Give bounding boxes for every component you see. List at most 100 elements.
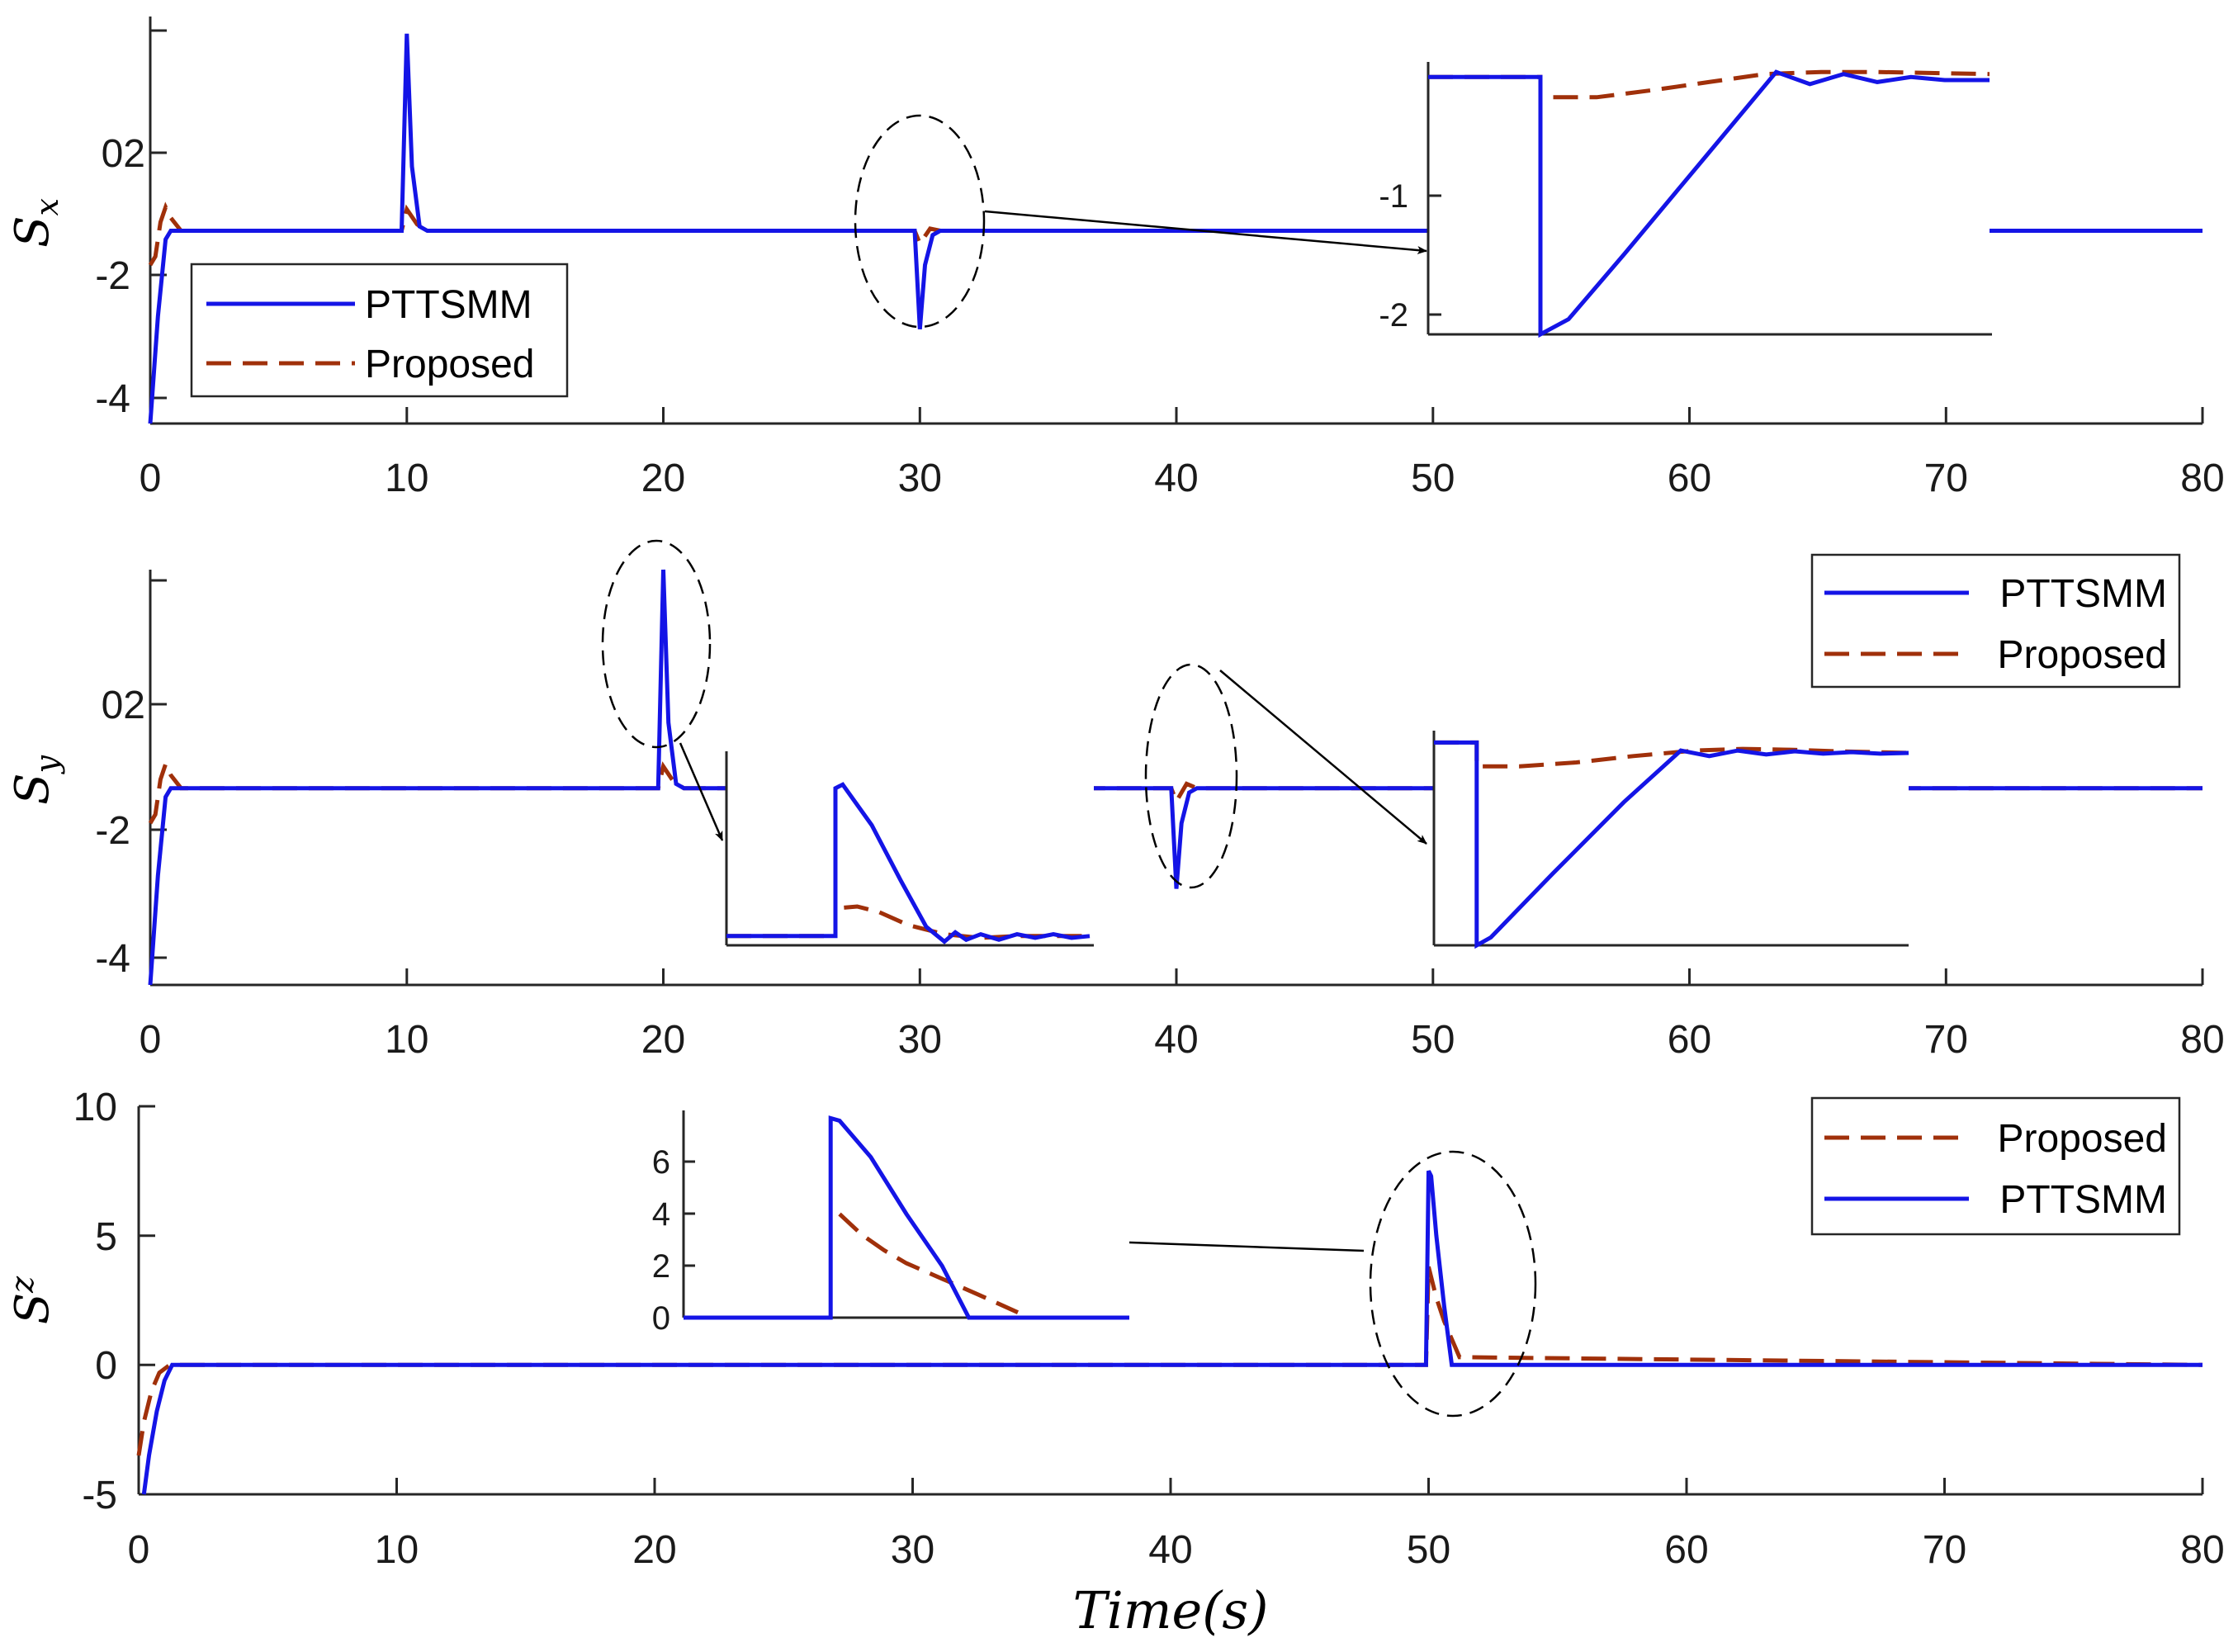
svg-text:0: 0 [128,1528,150,1572]
y-axis-label: Sz [4,1276,59,1324]
x-tick: 0 [140,407,162,500]
x-tick: 70 [1924,407,1968,500]
zoom-ellipse [1144,663,1238,889]
legend-item-pttsmm: PTTSMM [1824,572,2167,616]
zoom-arrow [1219,670,1427,845]
svg-text:10: 10 [385,1018,428,1062]
x-tick: 80 [2180,407,2225,500]
x-tick: 0 [140,968,162,1062]
inset-y-tick: 2 [652,1248,695,1285]
zoom-arrow [679,742,724,841]
x-tick: 40 [1148,1478,1193,1572]
x-tick: 70 [1923,1478,1966,1572]
x-tick: 80 [2180,1478,2225,1572]
legend-item-pttsmm: PTTSMM [206,283,532,327]
svg-text:40: 40 [1148,1528,1192,1572]
x-tick: 20 [641,407,685,500]
inset-sy-20 [725,751,1094,947]
x-tick: 10 [385,968,428,1062]
series-pttsmm-line [148,569,2203,986]
legend-item-proposed: Proposed [1824,633,2167,677]
y-ticks: -5 0 5 10 [73,1086,155,1517]
x-tick: 80 [2180,968,2225,1062]
svg-text:50: 50 [1411,457,1455,500]
zoom-ellipse [1369,1150,1537,1418]
panel-sz: 0 10 20 30 40 50 60 70 80 -5 0 5 10 Sz T… [4,1086,2225,1640]
svg-text:Proposed: Proposed [365,343,534,386]
zoom-arrow [1083,1237,1365,1252]
inset-sx: -1 -2 [1379,62,1992,338]
svg-text:70: 70 [1924,457,1968,500]
svg-text:PTTSMM: PTTSMM [1999,572,2167,616]
svg-text:-2: -2 [95,809,130,853]
svg-text:70: 70 [1924,1018,1968,1062]
y-tick: -2 [95,809,167,853]
inset-pttsmm-line [1428,69,1990,338]
x-tick: 70 [1924,968,1968,1062]
y-axis-label: Sx [6,198,65,248]
svg-text:PTTSMM: PTTSMM [1999,1178,2167,1222]
zoom-ellipse [854,114,986,329]
x-ticks: 0 10 20 30 40 50 60 70 80 [128,1478,2225,1572]
svg-text:0: 0 [140,457,162,500]
inset-y-tick: 4 [652,1196,695,1233]
svg-text:Proposed: Proposed [1998,633,2167,677]
legend: PTTSMM Proposed [190,263,569,398]
series-proposed-line [148,758,2203,825]
inset-sz: 0 2 4 6 [652,1110,1129,1337]
x-tick: 0 [128,1478,150,1572]
y-tick: 5 [95,1215,155,1259]
x-tick: 30 [898,407,942,500]
svg-text:0: 0 [140,1018,162,1062]
svg-text:Proposed: Proposed [1998,1117,2167,1161]
svg-text:30: 30 [891,1528,934,1572]
y-tick: -4 [95,377,167,421]
x-tick: 60 [1668,968,1711,1062]
inset-sy-40 [1432,731,1909,949]
svg-text:4: 4 [652,1196,670,1233]
zoom-arrow [984,210,1427,254]
svg-text:70: 70 [1923,1528,1966,1572]
series-pttsmm-line [148,33,2203,424]
y-tick: 10 [73,1086,155,1129]
x-tick: 60 [1668,407,1711,500]
svg-text:10: 10 [73,1086,117,1129]
svg-text:80: 80 [2180,457,2224,500]
svg-text:20: 20 [632,1528,676,1572]
svg-text:0: 0 [652,1300,670,1337]
legend: Proposed PTTSMM [1810,1096,2181,1236]
svg-text:40: 40 [1154,1018,1198,1062]
svg-text:-4: -4 [95,377,130,421]
svg-text:10: 10 [375,1528,419,1572]
legend-item-proposed: Proposed [206,343,534,386]
inset-pttsmm-line [726,782,1091,944]
x-tick: 50 [1407,1478,1450,1572]
x-tick: 60 [1664,1478,1709,1572]
y-tick: 02 [102,132,167,176]
legend-item-pttsmm: PTTSMM [1824,1178,2167,1222]
x-tick: 40 [1154,968,1199,1062]
y-ticks: -4 -2 02 [95,579,167,981]
y-tick: -2 [95,254,167,298]
zoom-ellipse [601,539,712,749]
svg-text:60: 60 [1664,1528,1708,1572]
svg-text:30: 30 [898,1018,942,1062]
svg-text:2: 2 [652,1248,670,1285]
y-tick: 02 [102,684,167,727]
inset-y-tick: -2 [1379,297,1441,334]
legend: PTTSMM Proposed [1810,553,2181,689]
svg-text:20: 20 [641,1018,685,1062]
legend-item-proposed: Proposed [1824,1117,2167,1161]
svg-text:5: 5 [95,1215,117,1259]
x-tick: 50 [1411,968,1455,1062]
svg-text:60: 60 [1668,457,1711,500]
svg-text:10: 10 [385,457,428,500]
svg-text:-5: -5 [82,1474,117,1517]
svg-text:02: 02 [102,132,145,176]
svg-text:50: 50 [1411,1018,1455,1062]
x-tick: 30 [891,1478,934,1572]
svg-text:-1: -1 [1379,178,1408,215]
x-ticks: 0 10 20 30 40 50 60 70 80 [140,968,2225,1062]
x-tick: 30 [898,968,942,1062]
svg-text:30: 30 [898,457,942,500]
